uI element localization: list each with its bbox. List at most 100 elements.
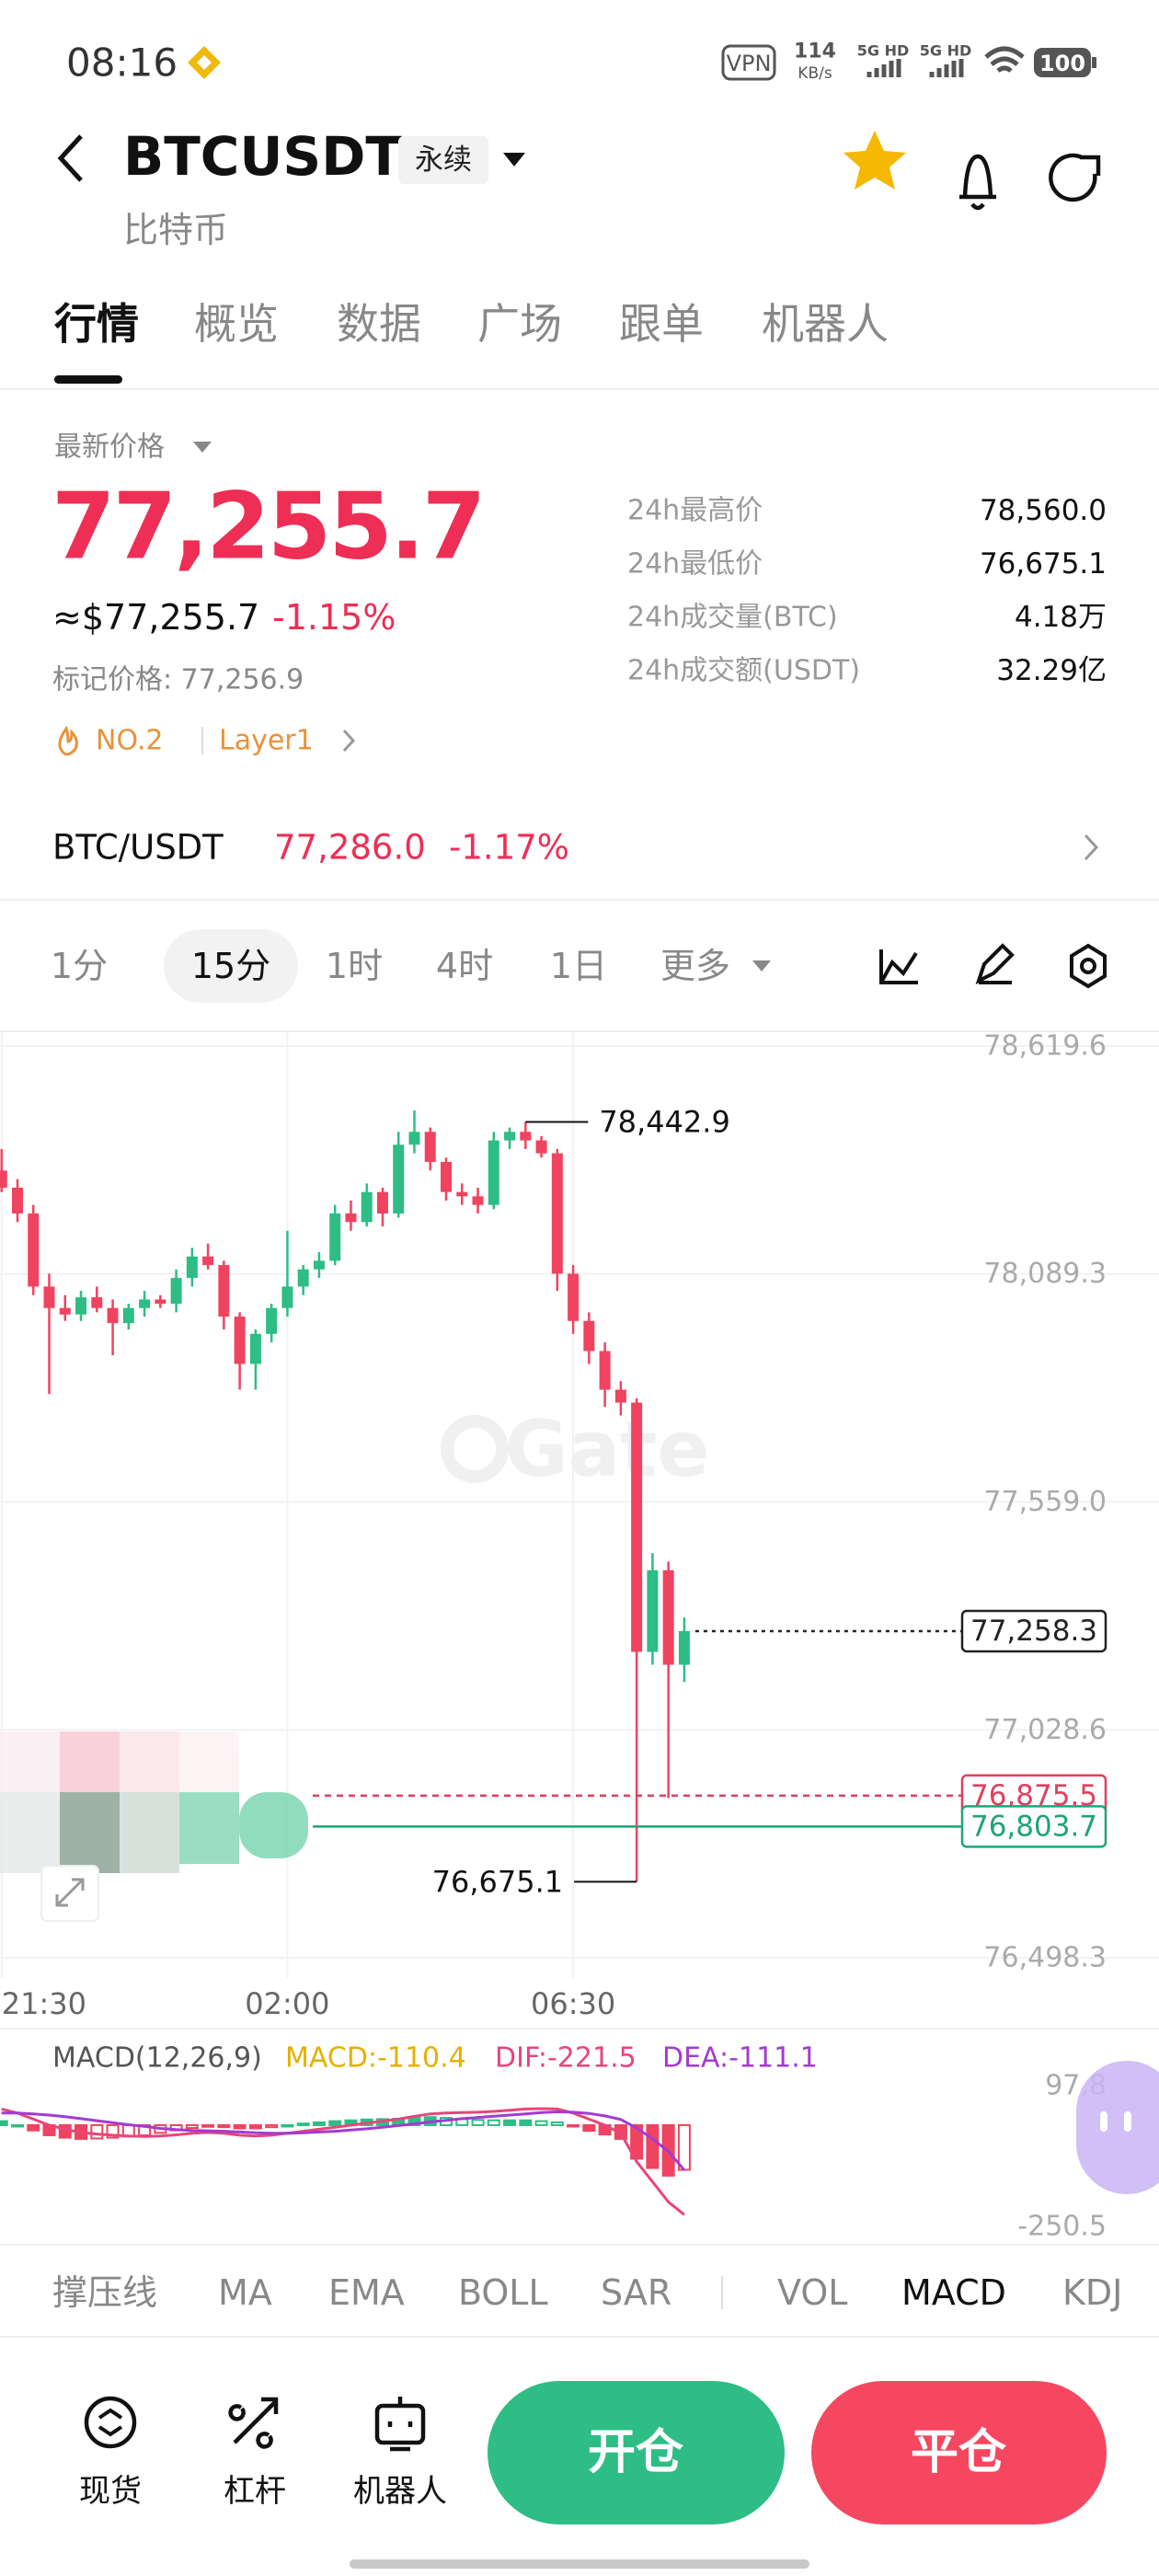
stat-value: 32.29亿 <box>996 654 1107 687</box>
back-button[interactable] <box>57 134 83 182</box>
macd-bar <box>185 2123 199 2130</box>
candle-body <box>75 1297 87 1315</box>
macd-bar <box>471 2119 485 2126</box>
dif-value: DIF:-221.5 <box>495 2042 637 2075</box>
indicator[interactable]: SAR <box>601 2272 671 2313</box>
tab-indicator <box>54 375 122 384</box>
indicator[interactable]: VOL <box>777 2272 847 2313</box>
candle-body <box>504 1132 516 1141</box>
macd-bar <box>281 2123 294 2128</box>
wifi-icon <box>984 46 1025 73</box>
candle-body <box>329 1213 341 1261</box>
candle-body <box>678 1630 690 1665</box>
dropdown-arrow[interactable] <box>193 442 212 453</box>
dropdown-arrow[interactable] <box>503 153 525 167</box>
floating-assistant[interactable] <box>1076 2061 1159 2194</box>
candle-body <box>408 1132 420 1145</box>
alert-bell[interactable] <box>959 154 996 211</box>
indicator[interactable]: KDJ <box>1062 2272 1122 2313</box>
network: 5G HD <box>857 42 910 60</box>
blur-block <box>179 1731 239 1792</box>
tab[interactable]: 概览 <box>194 299 279 349</box>
y-tick-label: 78,089.3 <box>983 1258 1107 1290</box>
network: 5G HD <box>920 42 972 60</box>
chevron[interactable] <box>1084 834 1099 861</box>
draw-button[interactable] <box>975 943 1015 984</box>
rank[interactable]: NO.2 <box>96 725 163 757</box>
blur-block <box>60 1792 120 1873</box>
stat-label: 24h成交量(BTC) <box>627 602 838 634</box>
candle-body <box>376 1191 388 1214</box>
signal-icon <box>929 59 964 77</box>
candle-body <box>139 1299 151 1308</box>
nav-label[interactable]: 现货 <box>79 2473 142 2510</box>
candle-body <box>424 1132 436 1162</box>
candle-body <box>107 1307 119 1324</box>
interval[interactable]: 4时 <box>436 946 493 986</box>
battery-level: 100 <box>1039 51 1085 76</box>
chevron[interactable] <box>342 729 356 753</box>
watermark: Gate <box>505 1404 710 1494</box>
indicator[interactable]: 撑压线 <box>52 2272 157 2313</box>
sector-tag[interactable]: Layer1 <box>219 725 314 757</box>
stat-label: 24h成交额(USDT) <box>627 655 860 687</box>
blur-block <box>0 1731 60 1792</box>
interval[interactable]: 1时 <box>326 946 383 986</box>
candle-body <box>647 1570 659 1652</box>
candle-body <box>297 1269 309 1287</box>
macd-bar <box>10 2123 24 2128</box>
margin-icon <box>228 2397 279 2449</box>
macd-bar <box>217 2123 231 2129</box>
expand-icon <box>55 1878 85 1907</box>
blur-block <box>0 1792 60 1873</box>
candle-body <box>599 1351 611 1390</box>
assistant-eye <box>1124 2111 1131 2132</box>
macd-value: MACD:-110.4 <box>285 2042 466 2075</box>
indicator[interactable]: MA <box>218 2272 272 2313</box>
indicator-button[interactable] <box>879 949 918 984</box>
interval[interactable]: 1分 <box>51 946 108 986</box>
hot-icon <box>58 725 78 756</box>
candle-body <box>361 1191 373 1223</box>
tab[interactable]: 跟单 <box>619 299 704 349</box>
spot-icon <box>84 2396 137 2449</box>
open-button[interactable] <box>488 2381 785 2524</box>
dropdown-arrow[interactable] <box>752 960 771 972</box>
tab[interactable]: 广场 <box>477 299 562 349</box>
tab[interactable]: 行情 <box>54 299 139 349</box>
candle-body <box>281 1286 293 1308</box>
spot-pair[interactable]: BTC/USDT <box>52 828 224 868</box>
active-interval-bg <box>164 929 298 1003</box>
spot-icon <box>98 2408 123 2437</box>
share-button[interactable] <box>1049 153 1101 202</box>
spot-price: 77,286.0 <box>274 828 426 868</box>
macd-bar <box>534 2120 548 2126</box>
indicator[interactable]: EMA <box>328 2272 405 2313</box>
blur-block <box>120 1731 179 1792</box>
interval[interactable]: 15分 <box>191 946 270 986</box>
contract-badge[interactable] <box>398 136 488 184</box>
close-button[interactable] <box>811 2381 1107 2524</box>
open-label: 开仓 <box>588 2425 684 2480</box>
candle-body <box>155 1299 166 1305</box>
interval[interactable]: 1日 <box>550 946 607 986</box>
x-tick-label: 02:00 <box>245 1986 329 2021</box>
candle-body <box>186 1256 198 1279</box>
indicator[interactable]: BOLL <box>458 2272 548 2313</box>
macd-bar <box>312 2121 326 2126</box>
tab[interactable]: 机器人 <box>762 299 889 349</box>
nav-label[interactable]: 机器人 <box>353 2473 447 2510</box>
settings-button[interactable] <box>1070 943 1107 989</box>
bottom-nav: 现货 杠杆 机器人 <box>79 2473 447 2510</box>
candle-body <box>583 1320 595 1351</box>
contract-type: 永续 <box>415 144 472 177</box>
nav-label[interactable]: 杠杆 <box>224 2473 286 2510</box>
candle-body <box>520 1132 532 1141</box>
tab[interactable]: 数据 <box>337 299 421 349</box>
interval[interactable]: 更多 <box>660 946 730 986</box>
favorite-star[interactable] <box>843 131 906 190</box>
indicator[interactable]: MACD <box>901 2272 1006 2313</box>
candle-body <box>28 1213 40 1287</box>
price-chart: Gate 78,619.6 78,089.3 77,559.0 77,028.6 76,4… <box>0 1030 1159 2021</box>
